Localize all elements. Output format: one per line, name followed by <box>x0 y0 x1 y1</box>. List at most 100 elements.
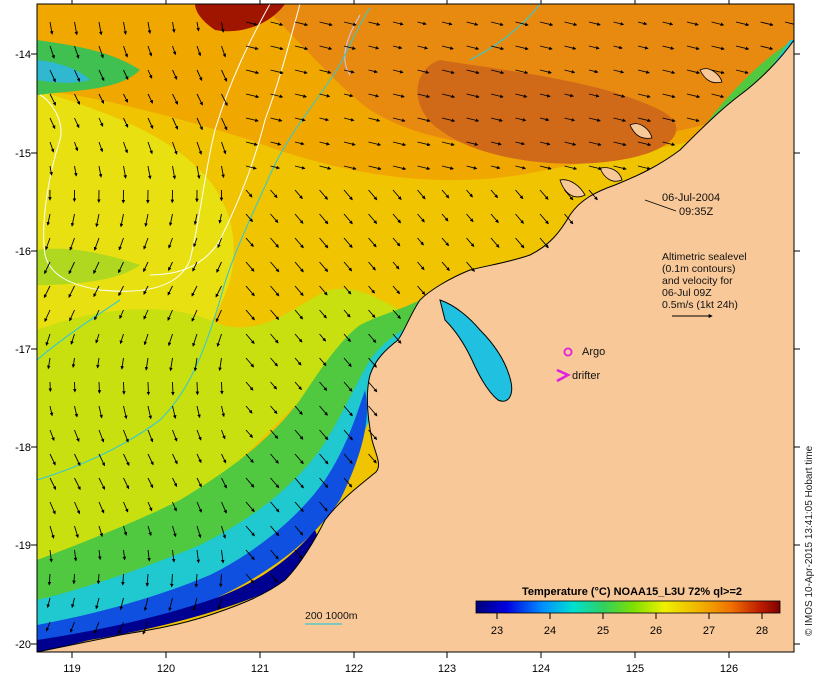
velocity-arrow <box>270 69 284 75</box>
velocity-arrow <box>588 165 603 171</box>
velocity-arrow <box>343 405 353 417</box>
velocity-arrow <box>637 93 651 99</box>
velocity-arrow <box>637 117 652 123</box>
velocity-arrow <box>417 21 427 26</box>
velocity-arrow <box>245 549 255 561</box>
velocity-arrow <box>319 45 333 51</box>
velocity-arrow <box>221 117 228 131</box>
lat-tick-label: -15 <box>15 148 31 160</box>
velocity-arrow <box>196 405 201 419</box>
velocity-arrow <box>564 213 574 225</box>
velocity-arrow <box>193 237 198 248</box>
colorbar-tick-label: 25 <box>597 625 609 637</box>
lat-tick-labels: -14 -15 -16 -17 -18 -19 -20 <box>15 49 31 651</box>
velocity-arrow <box>147 501 153 512</box>
velocity-arrow <box>368 453 377 464</box>
velocity-arrow <box>270 573 278 583</box>
velocity-arrow <box>143 597 149 611</box>
velocity-arrow <box>343 45 356 50</box>
velocity-arrow <box>441 261 450 272</box>
velocity-arrow <box>343 69 355 74</box>
velocity-arrow <box>466 165 478 170</box>
velocity-arrow <box>490 69 505 75</box>
velocity-arrow <box>147 453 154 466</box>
velocity-arrow <box>221 21 225 33</box>
velocity-arrow <box>68 285 75 298</box>
velocity-arrow <box>343 357 352 368</box>
lat-tick-label: -20 <box>15 639 31 651</box>
velocity-arrow <box>613 93 626 98</box>
velocity-arrow <box>194 573 199 588</box>
velocity-arrow <box>147 117 154 129</box>
velocity-arrow <box>392 141 407 147</box>
velocity-arrow <box>69 309 75 322</box>
velocity-arrow <box>196 21 200 32</box>
velocity-arrow <box>490 141 502 146</box>
velocity-arrow <box>294 429 304 440</box>
velocity-arrow <box>46 597 51 608</box>
velocity-arrow <box>368 165 382 171</box>
velocity-arrow <box>294 141 305 146</box>
velocity-arrow <box>319 357 327 367</box>
velocity-arrow <box>143 261 149 273</box>
velocity-arrow <box>368 309 376 319</box>
velocity-arrow <box>564 93 574 98</box>
velocity-arrow <box>221 45 227 58</box>
velocity-arrow <box>74 405 79 418</box>
lat-tick-label: -17 <box>15 344 31 356</box>
velocity-arrow <box>74 525 79 539</box>
velocity-arrow <box>294 21 309 27</box>
velocity-arrow <box>72 573 76 585</box>
lon-tick-label: 122 <box>345 663 363 675</box>
velocity-arrow <box>221 525 227 539</box>
velocity-arrow <box>490 117 503 122</box>
velocity-arrow <box>245 429 253 438</box>
velocity-arrow <box>123 21 127 35</box>
velocity-arrow <box>343 213 353 225</box>
velocity-arrow <box>466 141 479 146</box>
velocity-arrow <box>193 213 198 225</box>
velocity-arrow <box>245 165 257 170</box>
velocity-arrow <box>319 189 328 200</box>
velocity-arrow <box>294 237 304 249</box>
velocity-arrow <box>417 69 430 74</box>
velocity-arrow <box>146 381 151 396</box>
velocity-arrow <box>417 213 425 223</box>
velocity-arrow <box>245 213 253 223</box>
velocity-arrow <box>343 141 356 146</box>
velocity-arrow <box>294 45 309 51</box>
velocity-arrow <box>74 429 80 442</box>
velocity-arrow <box>121 573 125 586</box>
velocity-arrow <box>245 573 255 584</box>
velocity-arrow <box>216 333 222 347</box>
velocity-arrow <box>245 381 254 391</box>
velocity-arrow <box>392 93 405 98</box>
lon-tick-label: 124 <box>532 663 550 675</box>
velocity-arrow <box>221 405 225 418</box>
velocity-arrow <box>343 333 351 343</box>
velocity-arrow <box>95 597 100 610</box>
velocity-arrow <box>196 165 201 179</box>
velocity-arrow <box>119 333 124 345</box>
velocity-arrow <box>217 597 222 611</box>
velocity-arrow <box>760 45 774 51</box>
velocity-arrow <box>245 189 253 198</box>
velocity-arrow <box>294 309 304 320</box>
velocity-arrow <box>686 69 701 75</box>
velocity-arrow <box>637 21 648 26</box>
velocity-arrow <box>172 429 178 442</box>
velocity-arrow <box>196 429 202 441</box>
velocity-arrow <box>49 429 55 441</box>
velocity-arrow <box>73 165 78 177</box>
velocity-arrow <box>270 381 277 390</box>
lon-tick-label: 121 <box>251 663 269 675</box>
credit-text: © IMOS 10-Apr-2015 13:41:05 Hobart time <box>804 445 815 636</box>
velocity-arrow <box>466 237 475 248</box>
velocity-arrow <box>196 501 202 513</box>
velocity-arrow <box>196 69 203 81</box>
velocity-arrow <box>49 93 57 106</box>
velocity-arrow <box>70 333 75 345</box>
velocity-arrow <box>69 621 75 633</box>
velocity-arrow <box>392 285 400 295</box>
velocity-arrow <box>221 477 227 489</box>
